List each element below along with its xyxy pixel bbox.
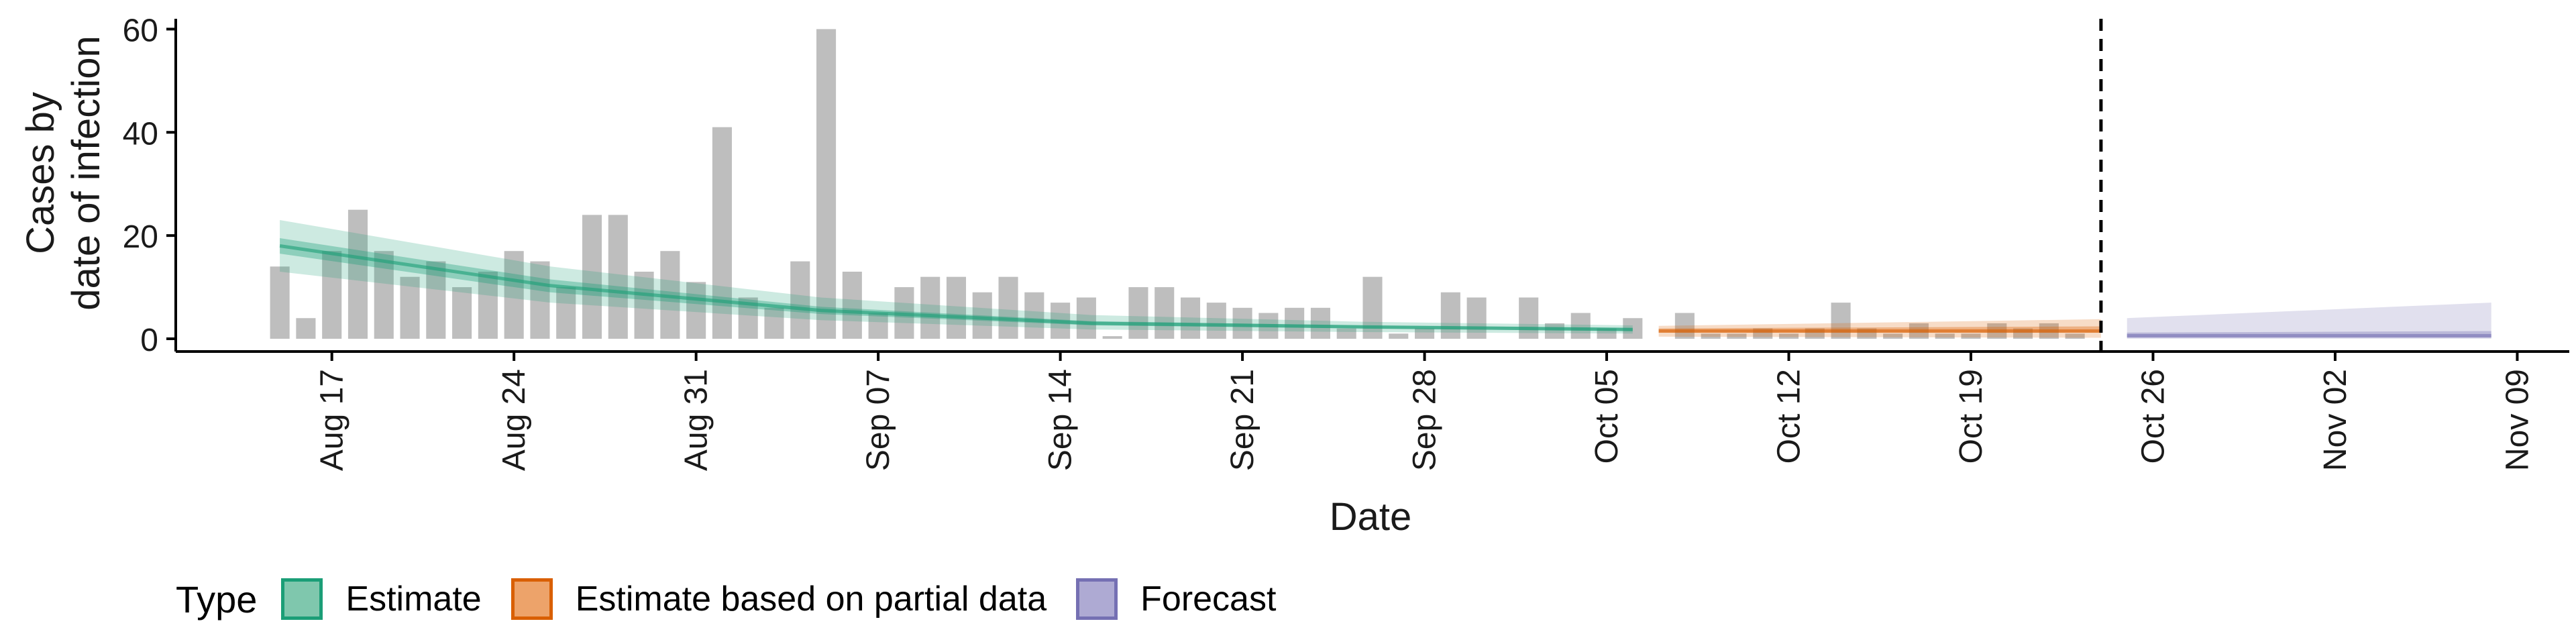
bar <box>1102 336 1122 339</box>
legend-label-forecast: Forecast <box>1140 580 1277 619</box>
legend-label-partial: Estimate based on partial data <box>575 580 1047 619</box>
bar <box>1310 307 1330 339</box>
x-axis-ticks: Aug 17 Aug 24 Aug 31 Sep 07 Sep 14 Sep 21 Sep … <box>315 352 2535 471</box>
bar <box>1727 333 1747 339</box>
legend-item-estimate: Estimate <box>281 578 482 620</box>
bar <box>1961 333 1981 339</box>
bar <box>1440 292 1460 339</box>
legend-swatch-estimate <box>281 578 323 620</box>
x-tick-label: Sep 28 <box>1407 369 1443 471</box>
bar <box>1674 313 1695 339</box>
x-tick-label: Sep 07 <box>861 369 896 471</box>
y-tick-label: 20 <box>123 219 158 255</box>
bar <box>1935 333 1955 339</box>
bar <box>452 287 472 339</box>
bar <box>582 215 602 339</box>
bar <box>634 271 654 339</box>
x-tick-label: Aug 31 <box>679 369 714 471</box>
y-tick-label: 60 <box>123 13 158 48</box>
legend-swatch-partial <box>511 578 553 620</box>
y-axis-title-line-1: Cases by <box>19 92 62 254</box>
legend-swatch-forecast <box>1076 578 1118 620</box>
bar <box>1597 328 1617 339</box>
bar <box>998 276 1018 339</box>
bar <box>608 215 628 339</box>
bar <box>764 307 784 339</box>
bar <box>972 292 992 339</box>
bar <box>1076 297 1096 339</box>
bar <box>946 276 967 339</box>
bar <box>1883 333 1903 339</box>
x-tick-label: Oct 05 <box>1589 369 1625 464</box>
estimate-bands <box>279 220 2491 339</box>
bar <box>556 287 576 339</box>
x-tick-label: Nov 02 <box>2318 369 2353 471</box>
x-tick-label: Nov 09 <box>2500 369 2535 471</box>
bar <box>1570 313 1591 339</box>
band-outer <box>280 220 1633 334</box>
bar <box>686 282 706 339</box>
bar <box>1336 328 1356 339</box>
bar <box>842 271 862 339</box>
bar <box>530 261 550 339</box>
legend: Type Estimate Estimate based on partial … <box>176 576 1305 623</box>
y-axis-title-line-2: date of infection <box>64 36 108 311</box>
bar <box>1415 328 1435 339</box>
bar <box>374 251 394 339</box>
legend-label-estimate: Estimate <box>345 580 482 619</box>
y-tick-label: 0 <box>140 323 158 358</box>
legend-item-forecast: Forecast <box>1076 578 1276 620</box>
band-outer <box>2127 303 2491 339</box>
bar <box>1232 307 1252 339</box>
bar <box>400 276 420 339</box>
bar <box>296 318 316 339</box>
bar <box>1519 297 1539 339</box>
bar <box>816 29 837 339</box>
bar <box>1206 303 1226 339</box>
bar <box>2065 333 2085 339</box>
bar-series <box>270 29 2085 339</box>
x-axis-title: Date <box>1330 495 1412 539</box>
band-outer <box>1658 319 2101 338</box>
bar <box>1180 297 1201 339</box>
bar <box>426 261 446 339</box>
x-tick-label: Oct 12 <box>1772 369 1807 464</box>
bar <box>1389 333 1409 339</box>
bar <box>790 261 810 339</box>
x-tick-label: Aug 17 <box>315 369 350 471</box>
bar <box>1128 287 1148 339</box>
x-tick-label: Sep 21 <box>1225 369 1260 471</box>
legend-item-partial: Estimate based on partial data <box>511 578 1046 620</box>
bar <box>1285 307 1305 339</box>
bar <box>920 276 941 339</box>
bar <box>1701 333 1721 339</box>
bar <box>347 209 368 339</box>
bar <box>322 251 342 339</box>
bar <box>1831 303 1851 339</box>
x-tick-label: Aug 24 <box>496 369 532 471</box>
bar <box>1778 333 1799 339</box>
bar <box>1466 297 1487 339</box>
bar <box>504 251 524 339</box>
x-tick-label: Oct 19 <box>1953 369 1989 464</box>
legend-title: Type <box>176 578 258 621</box>
x-tick-label: Oct 26 <box>2135 369 2171 464</box>
bar <box>270 266 290 339</box>
bar <box>1024 292 1044 339</box>
y-axis-ticks: 0 20 40 60 <box>123 13 176 358</box>
bar <box>1155 287 1175 339</box>
median-line <box>279 244 1633 331</box>
x-tick-label: Sep 14 <box>1043 369 1079 471</box>
bar <box>478 271 498 339</box>
y-tick-label: 40 <box>123 116 158 152</box>
bar <box>868 313 888 339</box>
